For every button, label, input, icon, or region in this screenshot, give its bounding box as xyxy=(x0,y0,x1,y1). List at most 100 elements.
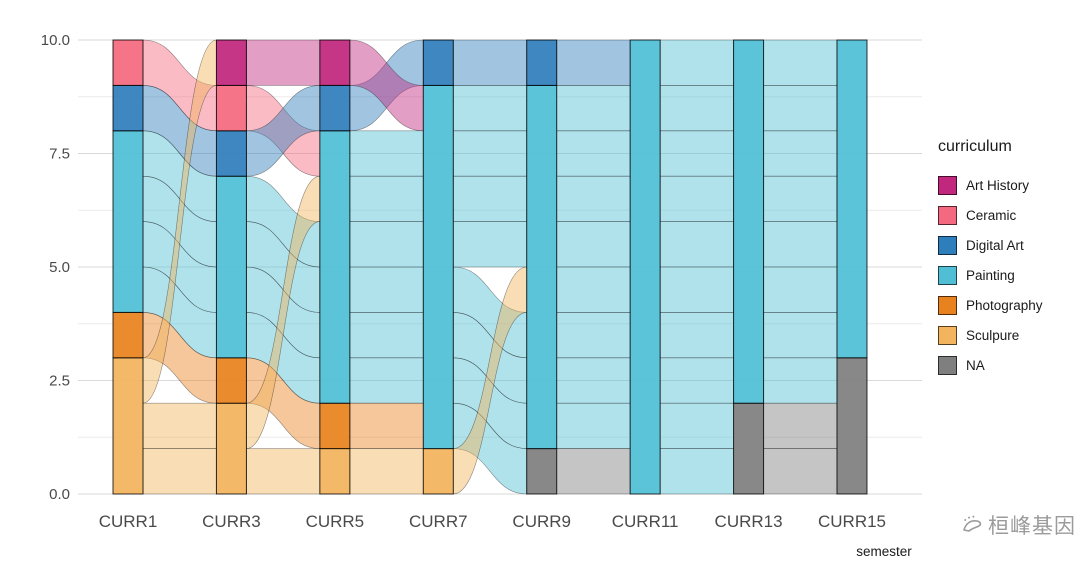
stratum-digital-art xyxy=(215,130,247,177)
legend-item: NA xyxy=(938,350,1080,380)
stratum-painting xyxy=(319,130,351,404)
flow-ribbon xyxy=(659,39,734,86)
legend-swatch xyxy=(938,235,957,255)
flow-ribbon xyxy=(556,85,631,132)
legend-swatch xyxy=(938,265,957,285)
flow-ribbon xyxy=(659,448,734,495)
legend-swatch xyxy=(938,175,957,195)
stratum-photography xyxy=(112,311,144,359)
stratum-na xyxy=(836,357,868,495)
legend-label: Art History xyxy=(966,177,1030,193)
stratum-photography xyxy=(319,402,351,450)
flow-ribbon xyxy=(763,130,838,177)
flow-ribbon xyxy=(349,357,424,404)
flow-ribbon xyxy=(556,312,631,359)
legend-item: Art History xyxy=(938,170,1080,200)
flow-ribbon xyxy=(556,130,631,177)
flow-ribbon xyxy=(556,448,631,495)
y-tick-label: 7.5 xyxy=(49,146,70,163)
stratum-na xyxy=(733,402,765,495)
stratum-art-history xyxy=(319,39,351,86)
legend-item: Ceramic xyxy=(938,200,1080,230)
stratum-na xyxy=(526,448,558,495)
legend-swatch xyxy=(938,325,957,345)
flow-ribbon xyxy=(763,39,838,86)
stratum-art-history xyxy=(215,39,247,86)
stratum-photography xyxy=(215,357,247,404)
x-tick-label: CURR11 xyxy=(612,512,679,531)
flow-ribbon xyxy=(142,448,217,495)
flow-ribbon xyxy=(659,175,734,222)
flow-ribbon xyxy=(556,39,631,86)
flow-ribbon xyxy=(659,402,734,449)
flow-ribbon xyxy=(556,221,631,268)
stratum-sculpure xyxy=(422,448,454,495)
flow-ribbon xyxy=(246,39,321,86)
flow-ribbon xyxy=(452,175,528,222)
flow-ribbon xyxy=(763,221,838,268)
legend-label: Digital Art xyxy=(966,237,1024,253)
stratum-digital-art xyxy=(422,39,454,86)
flow-ribbon xyxy=(349,448,424,495)
flow-ribbon xyxy=(659,221,734,268)
stratum-digital-art xyxy=(112,84,144,132)
legend-label: Sculpure xyxy=(966,327,1020,343)
y-tick-label: 10.0 xyxy=(41,32,70,49)
legend-item: Photography xyxy=(938,290,1080,320)
flow-ribbon xyxy=(763,85,838,132)
stratum-digital-art xyxy=(319,84,351,132)
flow-ribbon xyxy=(763,175,838,222)
flow-ribbon xyxy=(452,130,528,177)
x-tick-label: CURR9 xyxy=(512,512,571,531)
stratum-digital-art xyxy=(526,39,558,86)
flow-ribbon xyxy=(349,130,424,177)
flow-ribbon xyxy=(659,266,734,313)
stratum-sculpure xyxy=(112,357,144,495)
stratum-painting xyxy=(215,175,247,359)
x-axis-title: semester xyxy=(856,544,912,559)
legend: curriculum Art History Ceramic Digital Art… xyxy=(938,138,1080,380)
flow-ribbon xyxy=(659,130,734,177)
stratum-painting xyxy=(112,130,144,313)
watermark: 桓峰基因 xyxy=(960,510,1076,540)
x-tick-label: CURR15 xyxy=(818,512,886,531)
flow-ribbon xyxy=(763,402,838,449)
flow-ribbon xyxy=(763,448,838,495)
stratum-painting xyxy=(836,39,868,359)
legend-label: NA xyxy=(966,357,985,373)
y-tick-label: 0.0 xyxy=(49,486,70,503)
legend-title: curriculum xyxy=(938,138,1012,155)
legend-label: Painting xyxy=(966,267,1015,283)
stratum-sculpure xyxy=(319,448,351,495)
y-tick-label: 5.0 xyxy=(49,259,70,276)
stratum-ceramic xyxy=(215,84,247,132)
legend-swatch xyxy=(938,295,957,315)
watermark-text: 桓峰基因 xyxy=(988,515,1076,538)
legend-items: Art History Ceramic Digital Art Painting Pho… xyxy=(938,170,1080,380)
flow-ribbon xyxy=(763,266,838,313)
watermark-logo-icon xyxy=(963,515,982,532)
flow-ribbon xyxy=(659,357,734,404)
flow-ribbon xyxy=(349,312,424,359)
flow-ribbon xyxy=(452,221,528,268)
legend-item: Painting xyxy=(938,260,1080,290)
flow-ribbon xyxy=(556,357,631,404)
flow-ribbon xyxy=(349,175,424,222)
legend-swatch xyxy=(938,355,957,375)
legend-item: Sculpure xyxy=(938,320,1080,350)
flow-ribbon xyxy=(556,175,631,222)
flow-ribbon xyxy=(349,402,424,449)
stratum-painting xyxy=(629,39,661,495)
flow-ribbon xyxy=(556,402,631,449)
legend-swatch xyxy=(938,205,957,225)
legend-label: Ceramic xyxy=(966,207,1017,223)
flow-ribbon xyxy=(246,448,321,495)
y-tick-label: 2.5 xyxy=(49,373,70,390)
flow-ribbon xyxy=(659,312,734,359)
x-tick-label: CURR5 xyxy=(306,512,365,531)
stratum-painting xyxy=(422,84,454,450)
stratum-painting xyxy=(526,84,558,450)
stratum-sculpure xyxy=(215,402,247,495)
